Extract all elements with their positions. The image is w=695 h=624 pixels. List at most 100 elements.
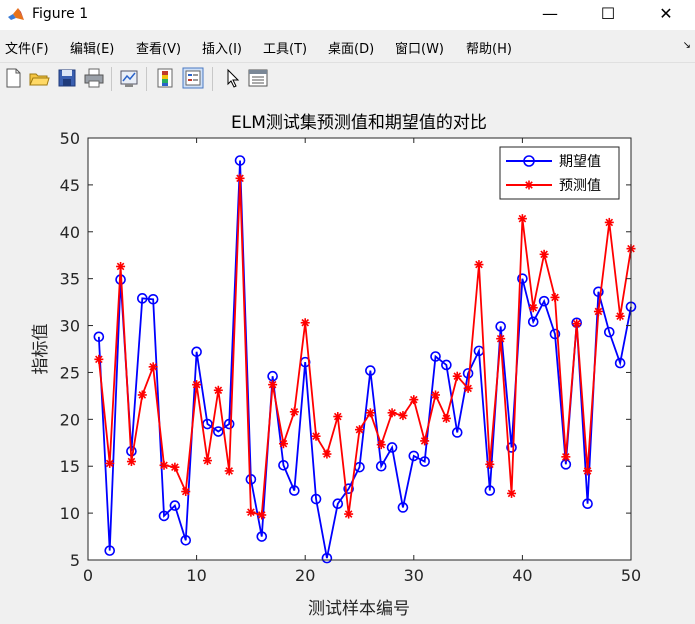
data-point-predicted bbox=[278, 439, 288, 449]
menu-window[interactable]: 窗口(W) bbox=[395, 42, 444, 57]
data-point-predicted bbox=[496, 334, 506, 344]
data-point-expected bbox=[332, 498, 344, 510]
menu-view[interactable]: 查看(V) bbox=[136, 42, 182, 57]
data-point-predicted bbox=[344, 509, 354, 519]
plot-area bbox=[88, 138, 631, 560]
legend-label-predicted: 预测值 bbox=[559, 178, 601, 194]
data-point-predicted bbox=[355, 425, 364, 435]
asterisk-stroke bbox=[192, 380, 201, 389]
data-point-predicted bbox=[463, 383, 473, 393]
asterisk-stroke bbox=[442, 414, 451, 423]
data-point-expected bbox=[462, 368, 474, 379]
asterisk-stroke bbox=[518, 214, 527, 223]
asterisk-stroke bbox=[388, 408, 396, 417]
asterisk-stroke bbox=[409, 395, 418, 404]
data-point-predicted bbox=[365, 408, 375, 418]
minimize-button[interactable]: — bbox=[527, 0, 573, 30]
asterisk-stroke bbox=[149, 363, 157, 371]
pointer-icon[interactable] bbox=[222, 67, 244, 89]
save-icon[interactable] bbox=[56, 67, 78, 89]
data-point-expected bbox=[365, 365, 376, 376]
data-point-expected bbox=[343, 483, 354, 495]
asterisk-stroke bbox=[475, 260, 483, 269]
legend-box bbox=[499, 146, 620, 200]
menu-bar: 文件(F) 编辑(E) 查看(V) 插入(I) 工具(T) 桌面(D) 窗口(W… bbox=[0, 32, 695, 60]
data-point-expected bbox=[538, 295, 550, 307]
data-point-expected bbox=[223, 418, 235, 430]
data-point-expected bbox=[549, 328, 561, 340]
x-tick-label: 0 bbox=[83, 566, 93, 585]
y-axis-label: 指标值 bbox=[31, 324, 51, 375]
data-point-expected bbox=[289, 485, 300, 496]
data-point-predicted bbox=[387, 408, 397, 418]
data-point-expected bbox=[495, 321, 506, 332]
data-point-predicted bbox=[420, 436, 430, 446]
asterisk-stroke bbox=[127, 457, 136, 466]
data-point-predicted bbox=[289, 407, 299, 417]
asterisk-stroke bbox=[257, 511, 266, 519]
data-point-predicted bbox=[170, 462, 180, 472]
menu-help[interactable]: 帮助(H) bbox=[466, 42, 512, 57]
asterisk-stroke bbox=[95, 355, 103, 364]
asterisk-stroke bbox=[562, 453, 570, 461]
asterisk-stroke bbox=[105, 459, 114, 468]
asterisk-stroke bbox=[344, 510, 353, 518]
link-plot-icon[interactable] bbox=[118, 67, 140, 89]
x-tick-label: 10 bbox=[186, 566, 206, 585]
asterisk-stroke bbox=[507, 489, 516, 498]
close-button[interactable]: ✕ bbox=[643, 0, 689, 30]
data-point-predicted bbox=[409, 395, 419, 405]
series-layer bbox=[93, 155, 637, 564]
data-point-predicted bbox=[300, 318, 310, 328]
data-point-predicted bbox=[159, 460, 169, 470]
legend[interactable]: 期望值 预测值 bbox=[499, 146, 620, 200]
close-icon: ✕ bbox=[659, 4, 673, 23]
asterisk-stroke bbox=[594, 307, 603, 316]
minimize-icon: — bbox=[542, 4, 558, 23]
chart: 0 10 20 30 40 50 5 10 15 20 25 30 35 40 45 50 ELM测试集预测值… bbox=[31, 113, 641, 619]
data-point-expected bbox=[484, 485, 496, 496]
data-point-predicted bbox=[181, 487, 191, 497]
asterisk-stroke bbox=[572, 319, 581, 328]
asterisk-stroke bbox=[203, 456, 212, 465]
menu-edit[interactable]: 编辑(E) bbox=[70, 42, 115, 57]
x-tick-label: 40 bbox=[512, 566, 532, 585]
data-point-expected bbox=[603, 326, 615, 338]
asterisk-stroke bbox=[279, 439, 288, 448]
toolbar-separator bbox=[212, 67, 213, 91]
new-figure-icon[interactable] bbox=[2, 67, 24, 89]
data-point-predicted bbox=[311, 431, 321, 441]
data-point-predicted bbox=[105, 458, 115, 468]
data-point-expected bbox=[408, 450, 420, 462]
legend-icon[interactable] bbox=[182, 67, 204, 89]
maximize-button[interactable]: ☐ bbox=[585, 0, 631, 30]
colorbar-icon[interactable] bbox=[155, 67, 177, 89]
data-point-expected bbox=[430, 351, 441, 362]
data-point-expected bbox=[441, 359, 452, 371]
matlab-logo-icon bbox=[8, 8, 24, 20]
data-point-expected bbox=[527, 316, 539, 328]
chart-title: ELM测试集预测值和期望值的对比 bbox=[231, 113, 487, 133]
print-icon[interactable] bbox=[83, 67, 105, 89]
data-point-predicted bbox=[116, 261, 126, 271]
data-point-predicted bbox=[202, 456, 212, 466]
legend-asterisk bbox=[524, 180, 534, 190]
menu-tools[interactable]: 工具(T) bbox=[263, 42, 308, 57]
data-point-predicted bbox=[94, 354, 104, 364]
menu-insert[interactable]: 插入(I) bbox=[202, 42, 242, 57]
property-editor-icon[interactable] bbox=[247, 67, 269, 89]
data-point-predicted bbox=[148, 362, 158, 372]
asterisk-stroke bbox=[540, 250, 548, 259]
asterisk-stroke bbox=[290, 408, 299, 416]
data-point-predicted bbox=[517, 214, 527, 224]
asterisk-stroke bbox=[116, 262, 125, 271]
open-file-icon[interactable] bbox=[28, 67, 50, 89]
y-tick-label: 20 bbox=[60, 410, 80, 429]
menu-file[interactable]: 文件(F) bbox=[5, 42, 49, 57]
asterisk-stroke bbox=[377, 440, 386, 449]
asterisk-stroke bbox=[333, 412, 342, 421]
legend-label-expected: 期望值 bbox=[559, 154, 601, 170]
menu-desktop[interactable]: 桌面(D) bbox=[328, 42, 375, 57]
menu-overflow-icon[interactable]: ↘ bbox=[682, 40, 691, 51]
y-tick-label: 25 bbox=[60, 363, 80, 382]
